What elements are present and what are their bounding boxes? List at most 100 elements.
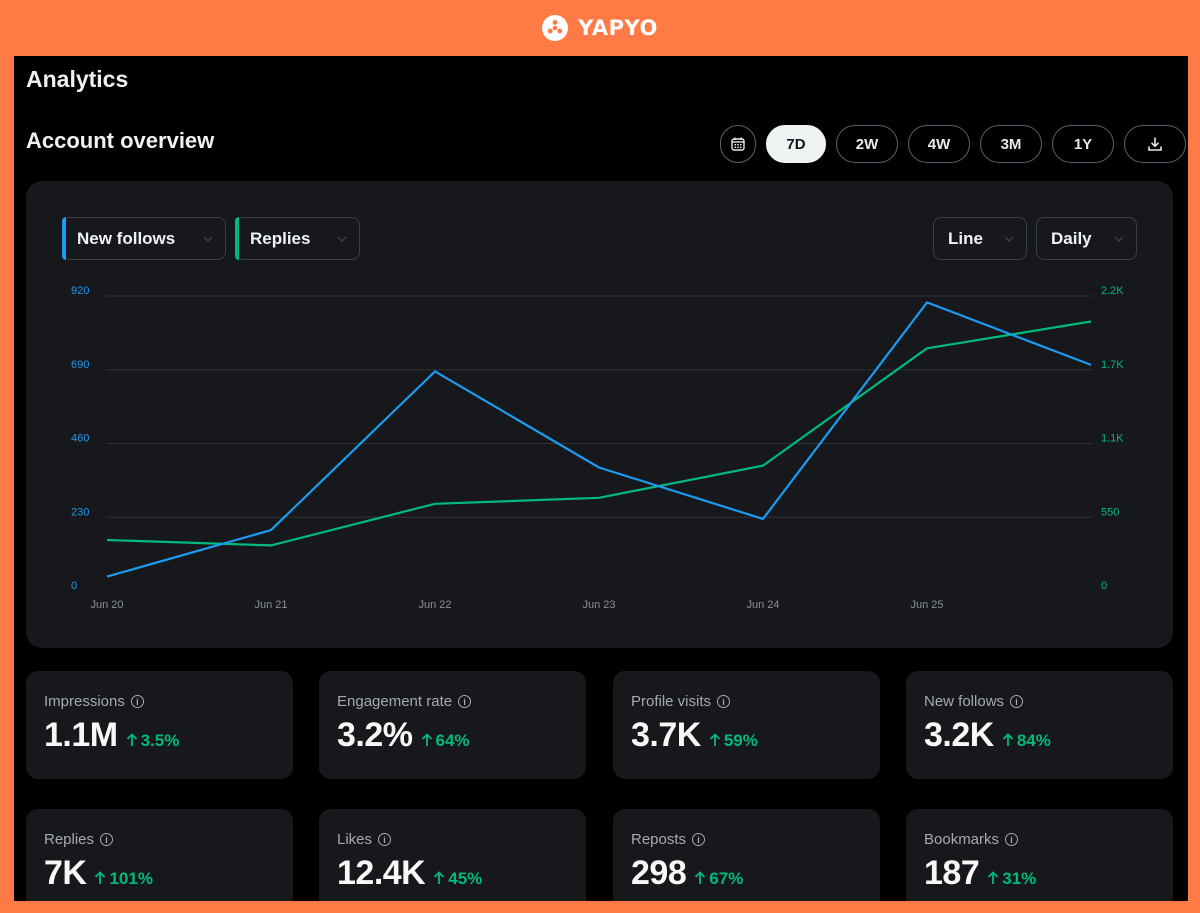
stat-change: 45% (433, 869, 482, 889)
brand-logo-icon (542, 15, 569, 41)
arrow-up-icon (988, 871, 999, 884)
x-tick-label: Jun 25 (910, 599, 943, 611)
stat-value: 12.4K (337, 854, 426, 892)
series-line-replies (106, 320, 1092, 547)
stat-label: Engagement rate i (337, 693, 568, 710)
stat-card-engagement-rate[interactable]: Engagement rate i 3.2% 64% (319, 671, 586, 779)
stat-row: 3.2% 64% (337, 716, 568, 755)
stat-change: 59% (709, 731, 758, 751)
arrow-up-icon (434, 871, 445, 884)
range-3m-button[interactable]: 3M (980, 125, 1042, 163)
range-2w-button[interactable]: 2W (836, 125, 898, 163)
x-tick-label: Jun 23 (582, 599, 615, 611)
stat-change-text: 31% (1002, 869, 1037, 888)
stat-card-likes[interactable]: Likes i 12.4K 45% (319, 809, 586, 901)
stat-label-text: Bookmarks (924, 831, 1000, 848)
y-left-tick-label: 460 (71, 433, 89, 445)
stat-card-reposts[interactable]: Reposts i 298 67% (613, 809, 880, 901)
stat-label: Likes i (337, 831, 568, 848)
chevron-down-icon (337, 234, 347, 244)
download-icon (1148, 137, 1162, 151)
calendar-button[interactable] (720, 125, 756, 163)
series-line-new-follows (106, 301, 1092, 578)
info-icon[interactable]: i (458, 695, 472, 708)
chart-type-label: Line (948, 228, 983, 248)
stat-change: 3.5% (126, 731, 179, 751)
stat-change-text: 101% (109, 869, 153, 888)
stat-value: 7K (44, 854, 87, 892)
x-tick-label: Jun 24 (746, 599, 779, 611)
chart-card: New follows Replies Line Daily 920 2.2K 69… (26, 181, 1173, 648)
arrow-up-icon (709, 733, 720, 746)
info-icon[interactable]: i (130, 695, 144, 708)
chevron-down-icon (1004, 234, 1014, 244)
stat-label-text: New follows (924, 693, 1005, 710)
x-tick-label: Jun 20 (90, 599, 123, 611)
stat-change: 67% (694, 869, 743, 889)
stat-change-text: 59% (723, 731, 758, 750)
metric2-dropdown[interactable]: Replies (235, 217, 360, 260)
arrow-up-icon (695, 871, 706, 884)
stat-label: Profile visits i (631, 693, 862, 710)
stat-label-text: Engagement rate (337, 693, 453, 710)
stat-row: 1.1M 3.5% (44, 716, 275, 755)
stat-value: 298 (631, 854, 687, 892)
stat-card-profile-visits[interactable]: Profile visits i 3.7K 59% (613, 671, 880, 779)
metric2-label: Replies (250, 228, 311, 248)
brand-header: YAPYO (0, 0, 1200, 56)
x-tick-label: Jun 22 (418, 599, 451, 611)
stat-change-text: 64% (435, 731, 470, 750)
stat-label: Bookmarks i (924, 831, 1155, 848)
brand-name: YAPYO (578, 16, 658, 40)
stat-row: 7K 101% (44, 854, 275, 893)
range-1y-button[interactable]: 1Y (1052, 125, 1114, 163)
download-button[interactable] (1124, 125, 1186, 163)
stat-change-text: 45% (448, 869, 483, 888)
info-icon[interactable]: i (1005, 833, 1019, 846)
stat-label-text: Impressions (44, 693, 125, 710)
range-7d-button[interactable]: 7D (766, 125, 826, 163)
y-right-tick-label: 1.1K (1101, 433, 1124, 445)
stat-value: 3.2K (924, 716, 994, 754)
chevron-down-icon (1114, 234, 1124, 244)
y-right-tick-label: 2.2K (1101, 285, 1124, 297)
stat-row: 3.7K 59% (631, 716, 862, 755)
range-4w-button[interactable]: 4W (908, 125, 970, 163)
stat-change: 101% (94, 869, 153, 889)
y-left-tick-label: 920 (71, 285, 89, 297)
stat-value: 3.2% (337, 716, 413, 754)
info-icon[interactable]: i (100, 833, 114, 846)
stat-value: 3.7K (631, 716, 701, 754)
stat-label: New follows i (924, 693, 1155, 710)
stat-row: 187 31% (924, 854, 1155, 893)
stat-card-replies[interactable]: Replies i 7K 101% (26, 809, 293, 901)
stat-change: 84% (1002, 731, 1051, 751)
stat-label-text: Profile visits (631, 693, 712, 710)
info-icon[interactable]: i (692, 833, 706, 846)
stat-label-text: Likes (337, 831, 373, 848)
stat-card-impressions[interactable]: Impressions i 1.1M 3.5% (26, 671, 293, 779)
interval-dropdown[interactable]: Daily (1036, 217, 1137, 260)
y-left-tick-label: 690 (71, 359, 89, 371)
stat-label: Reposts i (631, 831, 862, 848)
stat-row: 298 67% (631, 854, 862, 893)
stat-row: 3.2K 84% (924, 716, 1155, 755)
stat-label-text: Replies (44, 831, 95, 848)
line-chart: 920 2.2K 690 1.7K 460 1.1K 230 550 0 0 Jun 20 Jun 2… (71, 285, 1124, 611)
stat-card-new-follows[interactable]: New follows i 3.2K 84% (906, 671, 1173, 779)
stat-label: Impressions i (44, 693, 275, 710)
chart-type-dropdown[interactable]: Line (933, 217, 1027, 260)
stat-change: 64% (421, 731, 470, 751)
y-left-tick-label: 0 (71, 580, 77, 592)
info-icon[interactable]: i (378, 833, 392, 846)
stat-card-bookmarks[interactable]: Bookmarks i 187 31% (906, 809, 1173, 901)
arrow-up-icon (95, 871, 106, 884)
y-right-tick-label: 1.7K (1101, 359, 1124, 371)
metric1-label: New follows (77, 228, 176, 248)
section-title: Account overview (26, 128, 215, 153)
stat-value: 1.1M (44, 716, 118, 754)
chevron-down-icon (203, 234, 213, 244)
info-icon[interactable]: i (717, 695, 731, 708)
metric1-dropdown[interactable]: New follows (62, 217, 226, 260)
info-icon[interactable]: i (1010, 695, 1024, 708)
